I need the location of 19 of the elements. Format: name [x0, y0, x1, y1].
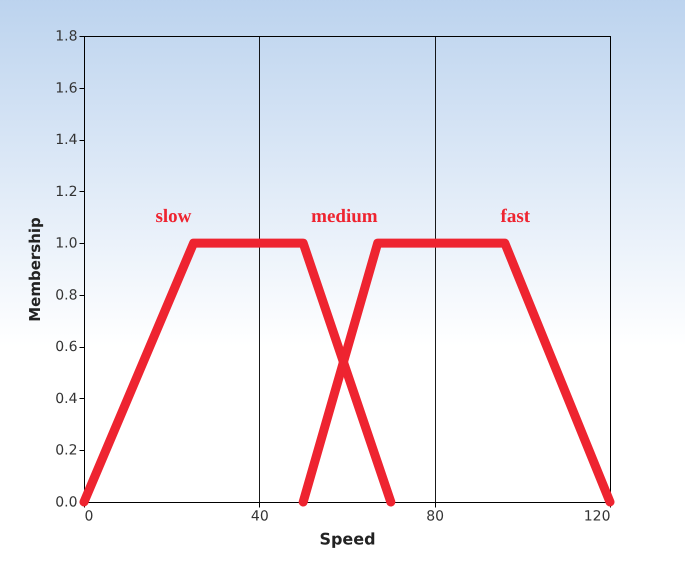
- y-tick-label: 1.8: [55, 28, 78, 44]
- y-tick-label: 0.0: [55, 494, 78, 510]
- y-tick-label: 0.6: [55, 339, 78, 356]
- y-tick-label: 1.6: [55, 80, 78, 96]
- x-tick-label: 80: [426, 508, 444, 524]
- y-tick-label: 1.4: [55, 132, 78, 148]
- x-axis-title: Speed: [319, 530, 376, 548]
- y-tick-label: 1.2: [55, 184, 78, 200]
- y-tick-label: 1.0: [55, 236, 78, 252]
- x-tick-label: 120: [584, 508, 610, 524]
- annotation: medium: [311, 206, 378, 227]
- y-axis-title: Membership: [26, 216, 44, 322]
- y-tick-label: 0.2: [55, 442, 78, 459]
- x-tick-label: 0: [84, 508, 94, 524]
- y-tick-label: 0.8: [55, 287, 78, 304]
- annotation: fast: [500, 206, 531, 227]
- x-tick-label: 40: [250, 508, 269, 524]
- y-tick-label: 0.4: [55, 390, 78, 407]
- annotation: slow: [155, 206, 192, 227]
